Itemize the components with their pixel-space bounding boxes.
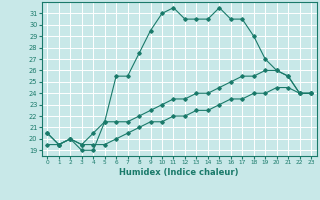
X-axis label: Humidex (Indice chaleur): Humidex (Indice chaleur)	[119, 168, 239, 177]
